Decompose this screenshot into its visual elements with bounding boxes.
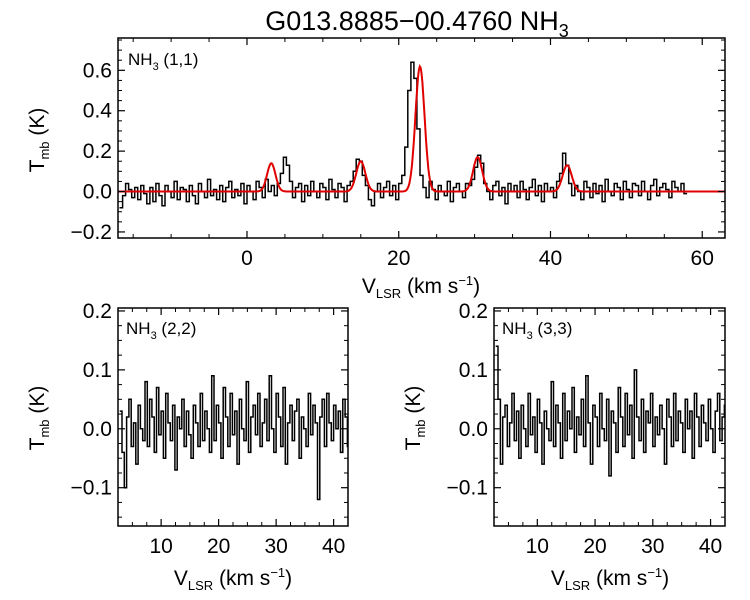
panel-nh3-22-xtick-label: 20 <box>207 535 230 558</box>
figure-title: G013.8885−00.4760 NH3 <box>265 6 569 41</box>
panel-nh3-22-label-main: NH <box>126 319 151 338</box>
panel-nh3-22-xtick-label: 30 <box>264 535 287 558</box>
panel-nh3-11-xtick-label: 20 <box>387 247 410 270</box>
panel-nh3-33-xlabel-rest: (km s <box>590 567 647 590</box>
panel-nh3-22-xtick-label: 40 <box>322 535 345 558</box>
panel-nh3-33-xlabel-sub: LSR <box>565 578 590 593</box>
panel-nh3-33-label: NH3 (3,3) <box>502 319 572 342</box>
panel-nh3-11-ytick-label: −0.2 <box>71 221 112 244</box>
panel-nh3-22-ylabel-sub: mb <box>37 419 52 437</box>
panel-nh3-11-ylabel: Tmb (K) <box>26 108 52 173</box>
panel-nh3-22-xlabel-sub: LSR <box>188 578 213 593</box>
panel-nh3-22-label-rest: (2,2) <box>157 319 197 338</box>
panel-nh3-11-xlabel-end: ) <box>473 275 480 298</box>
panel-nh3-11-fit-line <box>118 63 725 193</box>
panel-nh3-33-ylabel-sub: mb <box>413 419 428 437</box>
panel-nh3-22-ytick-label: 0.2 <box>83 300 112 323</box>
panel-nh3-11-xtick-label: 0 <box>241 247 253 270</box>
panel-nh3-33-label-main: NH <box>502 319 527 338</box>
panel-nh3-11-ylabel-sub: mb <box>37 141 52 159</box>
panel-nh3-11-xlabel: VLSR (km s−1) <box>362 273 480 301</box>
panel-nh3-33-ytick-label: −0.1 <box>447 477 488 500</box>
panel-nh3-33: 10 20 30 40 −0.1 0.0 0.1 0.2 NH3 (3,3) VLSR (km… <box>402 300 726 593</box>
panel-nh3-11-ticks: 0 20 40 60 −0.2 0.0 0.2 0.4 0.6 <box>71 38 725 270</box>
panel-nh3-33-xlabel-main: V <box>551 567 565 590</box>
panel-nh3-11-xtick-label: 40 <box>539 247 562 270</box>
panel-nh3-22-xtick-label: 10 <box>149 535 172 558</box>
panel-nh3-33-xtick-label: 40 <box>699 535 722 558</box>
panel-nh3-22-xlabel: VLSR (km s−1) <box>174 565 292 593</box>
panel-nh3-33-ytick-label: 0.0 <box>459 418 488 441</box>
panel-nh3-22-label: NH3 (2,2) <box>126 319 196 342</box>
panel-nh3-33-xlabel-sup: −1 <box>647 565 662 580</box>
figure-title-main: G013.8885−00.4760 NH <box>265 6 558 36</box>
panel-nh3-22-ytick-label: 0.0 <box>83 418 112 441</box>
panel-nh3-11-xtick-label: 60 <box>691 247 714 270</box>
panel-nh3-22-spectrum-line <box>119 375 348 501</box>
panel-nh3-11-ytick-label: 0.2 <box>83 140 112 163</box>
panel-nh3-22-xlabel-end: ) <box>285 567 292 590</box>
panel-nh3-33-ytick-label: 0.1 <box>459 359 488 382</box>
panel-nh3-33-xlabel-end: ) <box>662 567 669 590</box>
panel-nh3-11-ytick-label: 0.0 <box>83 181 112 204</box>
panel-nh3-33-xtick-label: 10 <box>526 535 549 558</box>
panel-nh3-33-xlabel: VLSR (km s−1) <box>551 565 669 593</box>
panel-nh3-33-label-rest: (3,3) <box>533 319 573 338</box>
panel-nh3-11-xlabel-rest: (km s <box>401 275 458 298</box>
panel-nh3-11-frame <box>117 37 726 239</box>
panel-nh3-22-data <box>119 375 348 501</box>
panel-nh3-22-xlabel-rest: (km s <box>213 567 270 590</box>
panel-nh3-11-label: NH3 (1,1) <box>128 50 198 73</box>
panel-nh3-22-ylabel-rest: (K) <box>26 386 49 420</box>
panel-nh3-33-label-sub: 3 <box>527 330 533 342</box>
panel-nh3-22-ylabel: Tmb (K) <box>26 386 52 451</box>
panel-nh3-22-xlabel-main: V <box>174 567 188 590</box>
panel-nh3-11-label-sub: 3 <box>153 61 159 73</box>
panel-nh3-22-ylabel-main: T <box>26 437 49 450</box>
panel-nh3-11-ytick-label: 0.4 <box>83 100 113 123</box>
panel-nh3-11-ytick-label: 0.6 <box>83 59 112 82</box>
panel-nh3-33-ylabel-rest: (K) <box>402 386 425 420</box>
panel-nh3-22: 10 20 30 40 −0.1 0.0 0.1 0.2 NH3 (2,2) VLSR (km… <box>26 300 349 593</box>
panel-nh3-11-ylabel-rest: (K) <box>26 108 49 142</box>
panel-nh3-11-data <box>118 61 725 209</box>
panel-nh3-33-ytick-label: 0.2 <box>459 300 488 323</box>
panel-nh3-22-xlabel-sup: −1 <box>270 565 285 580</box>
panel-nh3-11: 0 20 40 60 −0.2 0.0 0.2 0.4 0.6 NH3 (1,1) VLSR (… <box>26 37 726 301</box>
panel-nh3-22-ytick-label: 0.1 <box>83 359 112 382</box>
panel-nh3-11-xlabel-main: V <box>362 275 376 298</box>
panel-nh3-11-xlabel-sub: LSR <box>376 286 401 301</box>
panel-nh3-11-label-main: NH <box>128 50 153 69</box>
panel-nh3-11-ylabel-main: T <box>26 159 49 172</box>
panel-nh3-11-xlabel-sup: −1 <box>458 273 473 288</box>
panel-nh3-11-spectrum-line <box>119 61 688 209</box>
panel-nh3-22-ticks: 10 20 30 40 −0.1 0.0 0.1 0.2 <box>71 300 349 558</box>
panel-nh3-33-ticks: 10 20 30 40 −0.1 0.0 0.1 0.2 <box>447 300 726 558</box>
panel-nh3-33-ylabel-main: T <box>402 437 425 450</box>
panel-nh3-11-label-rest: (1,1) <box>159 50 199 69</box>
panel-nh3-22-label-sub: 3 <box>151 330 157 342</box>
panel-nh3-33-data <box>495 345 725 477</box>
panel-nh3-33-spectrum-line <box>495 345 725 477</box>
panel-nh3-22-ytick-label: −0.1 <box>71 477 112 500</box>
panel-nh3-33-xtick-label: 30 <box>641 535 664 558</box>
panel-nh3-33-ylabel: Tmb (K) <box>402 386 428 451</box>
panel-nh3-33-xtick-label: 20 <box>583 535 606 558</box>
figure-title-sub: 3 <box>559 21 569 41</box>
